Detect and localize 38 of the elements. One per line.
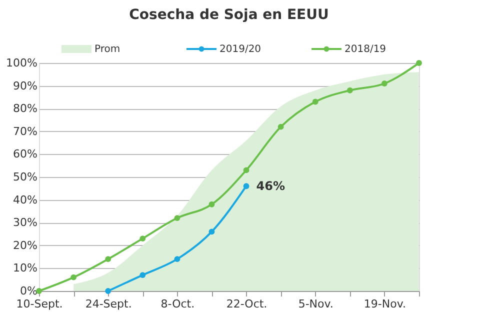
point bbox=[105, 256, 112, 262]
chart-title: Cosecha de Soja en EEUU bbox=[129, 7, 329, 23]
x-tick-label: 24-Sept. bbox=[85, 298, 132, 310]
point bbox=[346, 87, 353, 94]
y-tick-label: 30% bbox=[13, 216, 38, 230]
annotation: 46% bbox=[256, 179, 286, 194]
x-tick-label: 10-Sept. bbox=[16, 298, 63, 310]
legend-label: Prom bbox=[94, 44, 120, 55]
point bbox=[174, 256, 180, 262]
y-tick-label: 10% bbox=[13, 262, 38, 275]
y-tick-label: 60% bbox=[13, 148, 38, 161]
point bbox=[140, 236, 146, 242]
point bbox=[70, 274, 77, 280]
legend-label: 2018/19 bbox=[344, 44, 386, 55]
point bbox=[208, 201, 215, 208]
point bbox=[243, 183, 250, 190]
point bbox=[140, 272, 146, 278]
y-tick-label: 70% bbox=[13, 124, 38, 138]
y-tick-label: 20% bbox=[13, 238, 38, 252]
point bbox=[208, 228, 215, 235]
point bbox=[278, 124, 284, 130]
x-tick-label: 22-Oct. bbox=[226, 298, 268, 310]
x-tick-label: 8-Oct. bbox=[160, 298, 195, 310]
y-tick-label: 40% bbox=[13, 193, 38, 206]
point bbox=[312, 98, 318, 105]
y-tick-label: 0% bbox=[20, 284, 38, 298]
y-tick-label: 50% bbox=[13, 170, 38, 184]
point bbox=[174, 215, 180, 221]
x-tick-label: 19-Nov. bbox=[364, 298, 406, 310]
point bbox=[243, 167, 250, 174]
x-tick-label: 5-Nov. bbox=[298, 298, 334, 310]
legend-label: 2019/20 bbox=[220, 44, 262, 55]
point bbox=[105, 288, 112, 294]
point bbox=[381, 80, 388, 86]
y-tick-label: 90% bbox=[13, 79, 38, 92]
y-tick-label: 80% bbox=[13, 102, 38, 116]
point bbox=[416, 60, 422, 66]
y-tick-label: 100% bbox=[6, 56, 38, 70]
